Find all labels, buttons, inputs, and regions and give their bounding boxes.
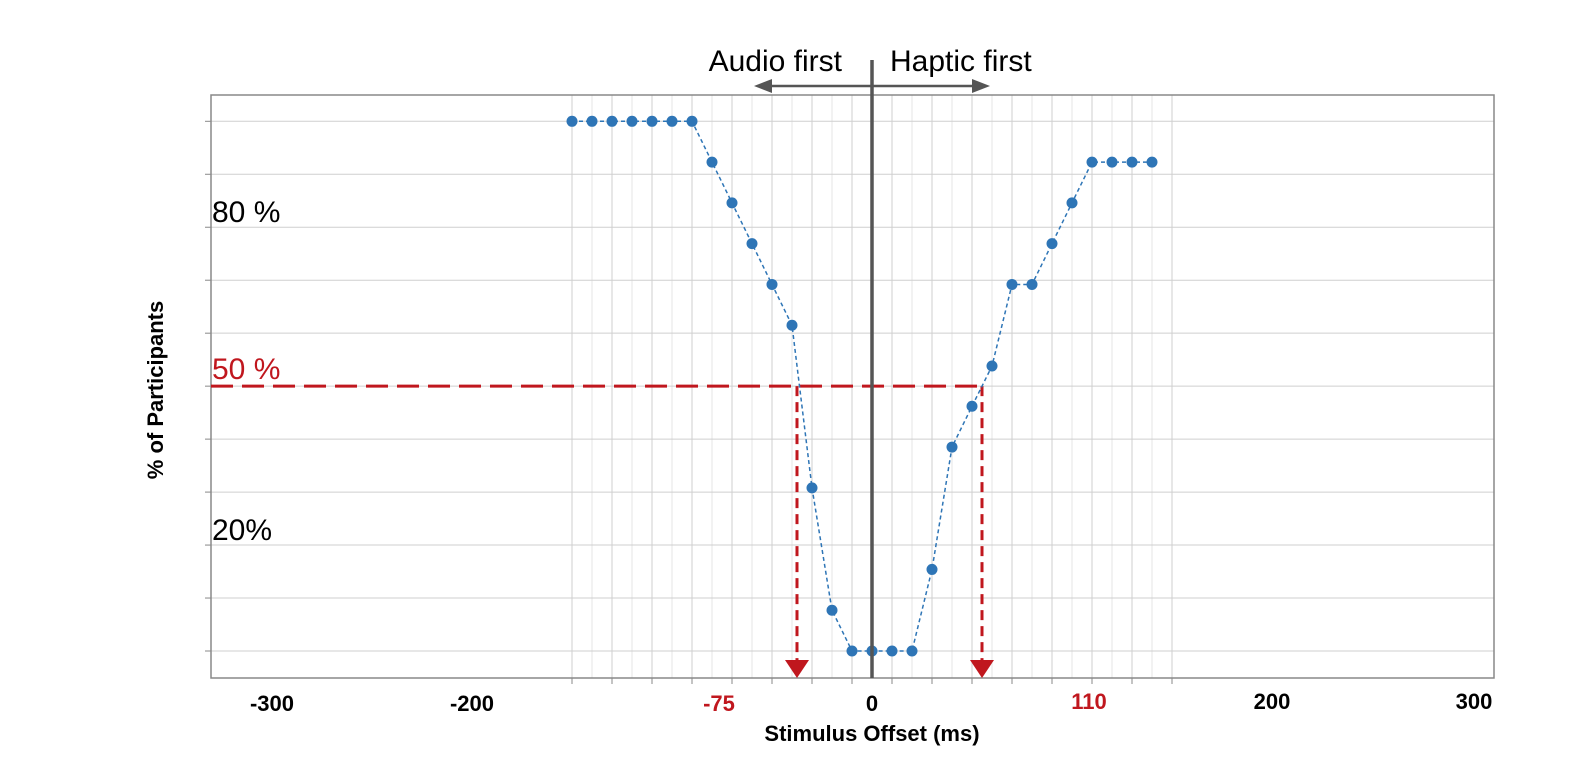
arrow-left-icon — [754, 79, 772, 93]
data-point — [746, 238, 758, 250]
y-annotation-20: 20% — [212, 514, 272, 547]
data-point — [1106, 156, 1118, 168]
x-tick-label-minus-200: -200 — [450, 691, 494, 716]
data-point — [1046, 238, 1058, 250]
data-point — [1066, 197, 1078, 209]
haptic-first-label: Haptic first — [890, 45, 1032, 78]
data-point — [986, 360, 998, 372]
x-tick-label-200: 200 — [1254, 689, 1291, 714]
y-axis-title: % of Participants — [143, 301, 168, 479]
data-point — [566, 115, 578, 127]
data-point — [686, 115, 698, 127]
data-point — [1146, 156, 1158, 168]
x-tick-label-minus-300: -300 — [250, 691, 294, 716]
data-point — [666, 115, 678, 127]
data-point — [906, 645, 918, 657]
y-annotation-50: 50 % — [212, 353, 280, 386]
data-point — [726, 197, 738, 209]
grid — [205, 95, 1494, 684]
data-point — [1026, 278, 1038, 290]
x-tick-label-110: 110 — [1071, 689, 1107, 714]
data-point — [606, 115, 618, 127]
data-point — [946, 441, 958, 453]
x-tick-label-0: 0 — [866, 691, 878, 716]
data-point — [706, 156, 718, 168]
data-point — [926, 563, 938, 575]
audio-first-label: Audio first — [709, 45, 843, 78]
x-axis-title: Stimulus Offset (ms) — [764, 721, 979, 746]
series-layer — [566, 115, 1158, 657]
data-point — [626, 115, 638, 127]
zero-line-layer — [754, 60, 990, 678]
data-point — [826, 604, 838, 616]
data-point — [846, 645, 858, 657]
data-point — [966, 400, 978, 412]
data-point — [766, 278, 778, 290]
arrow-right-icon — [972, 79, 990, 93]
data-point — [586, 115, 598, 127]
data-point — [646, 115, 658, 127]
data-point — [1086, 156, 1098, 168]
data-point — [1006, 278, 1018, 290]
data-point — [806, 482, 818, 494]
threshold-lines — [211, 384, 994, 678]
x-tick-label-minus-75: -75 — [703, 691, 735, 716]
data-point — [786, 319, 798, 331]
y-annotation-80: 80 % — [212, 196, 280, 229]
x-tick-label-300: 300 — [1456, 689, 1493, 714]
data-point — [1126, 156, 1138, 168]
data-point — [886, 645, 898, 657]
